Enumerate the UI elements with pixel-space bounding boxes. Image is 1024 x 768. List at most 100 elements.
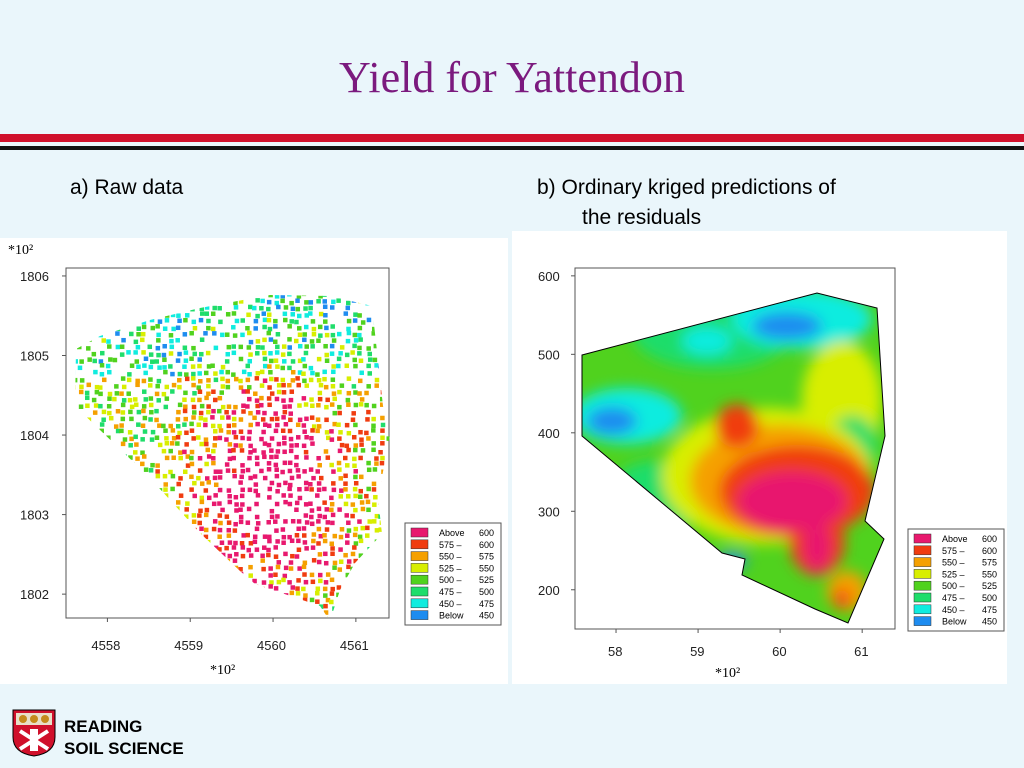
sample-point: [115, 300, 120, 306]
sample-point: [360, 525, 366, 531]
sample-point: [148, 402, 154, 408]
sample-point: [260, 417, 266, 422]
sample-point: [210, 326, 216, 332]
sample-point: [276, 383, 282, 388]
sample-point: [303, 449, 309, 455]
sample-point: [311, 331, 317, 337]
kriged-surface: [582, 293, 885, 623]
sample-point: [191, 415, 196, 420]
sample-point: [115, 571, 121, 577]
sample-point: [115, 495, 121, 500]
sample-point: [266, 442, 272, 448]
sample-point: [367, 546, 372, 552]
sample-point: [337, 410, 342, 416]
sample-point: [259, 436, 264, 442]
sample-point: [205, 295, 211, 299]
sample-point: [316, 506, 322, 512]
sample-point: [114, 528, 120, 533]
legend-label: 575 –: [439, 540, 462, 550]
sample-point: [99, 519, 105, 524]
sample-point: [112, 586, 117, 591]
sample-point: [280, 298, 285, 304]
sample-point: [119, 552, 124, 557]
sample-point: [315, 612, 321, 618]
sample-point: [212, 566, 217, 572]
sample-point: [77, 540, 82, 545]
sample-point: [315, 469, 320, 474]
sample-point: [80, 462, 85, 468]
sample-point: [374, 513, 380, 519]
sample-point: [226, 520, 232, 525]
sample-point: [287, 460, 293, 466]
sample-point: [136, 610, 141, 615]
sample-point: [269, 514, 275, 520]
sample-point: [87, 435, 93, 440]
sample-point: [143, 397, 149, 402]
sample-point: [343, 473, 348, 479]
sample-point: [205, 447, 210, 453]
sample-point: [135, 515, 141, 520]
sample-point: [351, 434, 357, 440]
sample-point: [164, 396, 170, 401]
sample-point: [290, 585, 296, 590]
sample-point: [381, 332, 387, 337]
sample-point: [231, 325, 236, 330]
sample-point: [275, 422, 280, 428]
sample-point: [129, 331, 134, 337]
sample-point: [359, 370, 364, 376]
sample-point: [190, 376, 196, 381]
sample-point: [287, 580, 292, 585]
sample-point: [171, 326, 176, 332]
sample-point: [373, 552, 378, 557]
sample-point: [294, 618, 299, 621]
sample-point: [98, 584, 104, 590]
sample-point: [386, 436, 390, 441]
sample-point: [261, 429, 266, 435]
sample-point: [374, 610, 380, 615]
sample-point: [296, 526, 301, 532]
sample-point: [170, 389, 175, 394]
sample-point: [204, 565, 209, 570]
sample-point: [163, 572, 169, 578]
sample-point: [75, 577, 79, 583]
x-tick-label-b: 58: [608, 644, 622, 659]
legend-value: 525: [982, 581, 997, 591]
sample-point: [330, 324, 335, 329]
sample-point: [330, 377, 336, 382]
sample-point: [346, 390, 352, 396]
sample-point: [224, 359, 230, 364]
sample-point: [288, 411, 293, 416]
sample-point: [274, 467, 279, 473]
sample-point: [217, 501, 222, 506]
sample-point: [329, 541, 335, 546]
sample-point: [113, 578, 118, 584]
sample-point: [297, 313, 302, 319]
sample-point: [99, 436, 104, 442]
sample-point: [325, 520, 331, 525]
sample-point: [75, 566, 76, 571]
sample-point: [358, 429, 363, 435]
sample-point: [182, 408, 188, 414]
sample-point: [287, 365, 292, 371]
sample-point: [86, 584, 92, 589]
sample-point: [238, 429, 244, 434]
sample-point: [225, 584, 231, 590]
sample-point: [156, 584, 162, 590]
legend-swatch: [410, 586, 429, 597]
sample-point: [253, 488, 258, 494]
sample-point: [350, 417, 356, 422]
sample-point: [92, 410, 98, 415]
sample-point: [204, 612, 210, 618]
sample-point: [126, 475, 132, 480]
sample-point: [133, 547, 138, 552]
sample-point: [197, 513, 202, 518]
sample-point: [75, 527, 77, 533]
sample-point: [129, 436, 134, 442]
sample-point: [329, 507, 334, 513]
sample-point: [332, 606, 337, 611]
sample-point: [184, 372, 189, 377]
sample-point: [345, 338, 351, 344]
sample-point: [304, 300, 309, 305]
sample-point: [79, 295, 84, 297]
sample-point: [276, 579, 282, 585]
